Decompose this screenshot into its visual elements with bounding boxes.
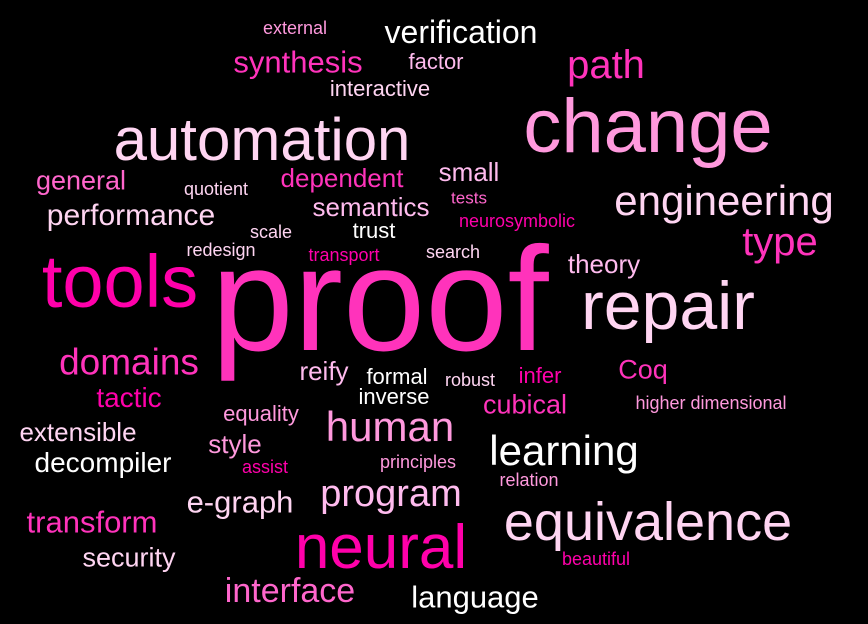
word-type: type xyxy=(742,220,818,264)
word-beautiful: beautiful xyxy=(561,549,631,569)
word-theory: theory xyxy=(567,249,641,279)
word-tools: tools xyxy=(41,240,199,323)
word-engineering: engineering xyxy=(614,177,834,224)
word-equality: equality xyxy=(223,401,299,426)
word-security: security xyxy=(82,542,176,573)
word-neural: neural xyxy=(294,513,468,582)
word-tactic: tactic xyxy=(96,382,162,413)
word-reify: reify xyxy=(299,356,349,386)
word-assist: assist xyxy=(241,457,289,477)
word-search: search xyxy=(425,242,481,262)
word-redesign: redesign xyxy=(186,240,256,260)
word-infer: infer xyxy=(518,363,562,388)
word-human: human xyxy=(325,403,455,450)
word-proof: proof xyxy=(211,217,549,382)
word-style: style xyxy=(208,429,262,459)
word-decompiler: decompiler xyxy=(34,447,172,478)
word-repair: repair xyxy=(581,268,755,344)
word-interface: interface xyxy=(224,572,356,610)
word-program: program xyxy=(320,473,462,515)
word-formal: formal xyxy=(366,364,428,389)
word-equivalence: equivalence xyxy=(503,492,793,552)
word-e-graph: e-graph xyxy=(186,484,294,520)
word-dependent: dependent xyxy=(280,163,404,193)
word-quotient: quotient xyxy=(183,179,249,199)
word-relation: relation xyxy=(499,470,559,490)
word-neurosymbolic: neurosymbolic xyxy=(458,211,576,231)
word-principles: principles xyxy=(379,452,457,472)
word-coq: Coq xyxy=(618,354,668,385)
word-transport: transport xyxy=(308,245,380,265)
word-transform: transform xyxy=(26,504,158,540)
word-synthesis: synthesis xyxy=(233,44,363,80)
word-language: language xyxy=(411,579,539,615)
word-small: small xyxy=(438,157,500,187)
word-automation: automation xyxy=(113,106,411,173)
word-path: path xyxy=(567,43,645,87)
word-learning: learning xyxy=(489,427,639,474)
word-higher-dimensional: higher dimensional xyxy=(635,393,787,413)
word-change: change xyxy=(523,84,773,169)
word-external: external xyxy=(262,18,328,38)
word-tests: tests xyxy=(451,188,487,208)
word-verification: verification xyxy=(384,14,538,50)
word-inverse: inverse xyxy=(358,384,430,409)
word-performance: performance xyxy=(46,199,216,232)
word-cubical: cubical xyxy=(482,389,568,420)
word-factor: factor xyxy=(408,49,464,74)
word-trust: trust xyxy=(352,218,396,243)
word-semantics: semantics xyxy=(312,192,430,222)
word-domains: domains xyxy=(59,341,199,383)
word-general: general xyxy=(35,165,127,196)
word-scale: scale xyxy=(249,222,293,242)
word-robust: robust xyxy=(444,370,496,390)
word-interactive: interactive xyxy=(329,76,431,101)
word-extensible: extensible xyxy=(19,417,137,447)
